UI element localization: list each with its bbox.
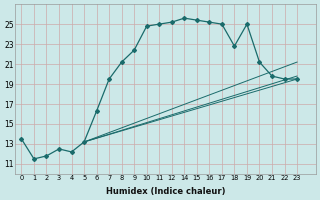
X-axis label: Humidex (Indice chaleur): Humidex (Indice chaleur)	[106, 187, 225, 196]
